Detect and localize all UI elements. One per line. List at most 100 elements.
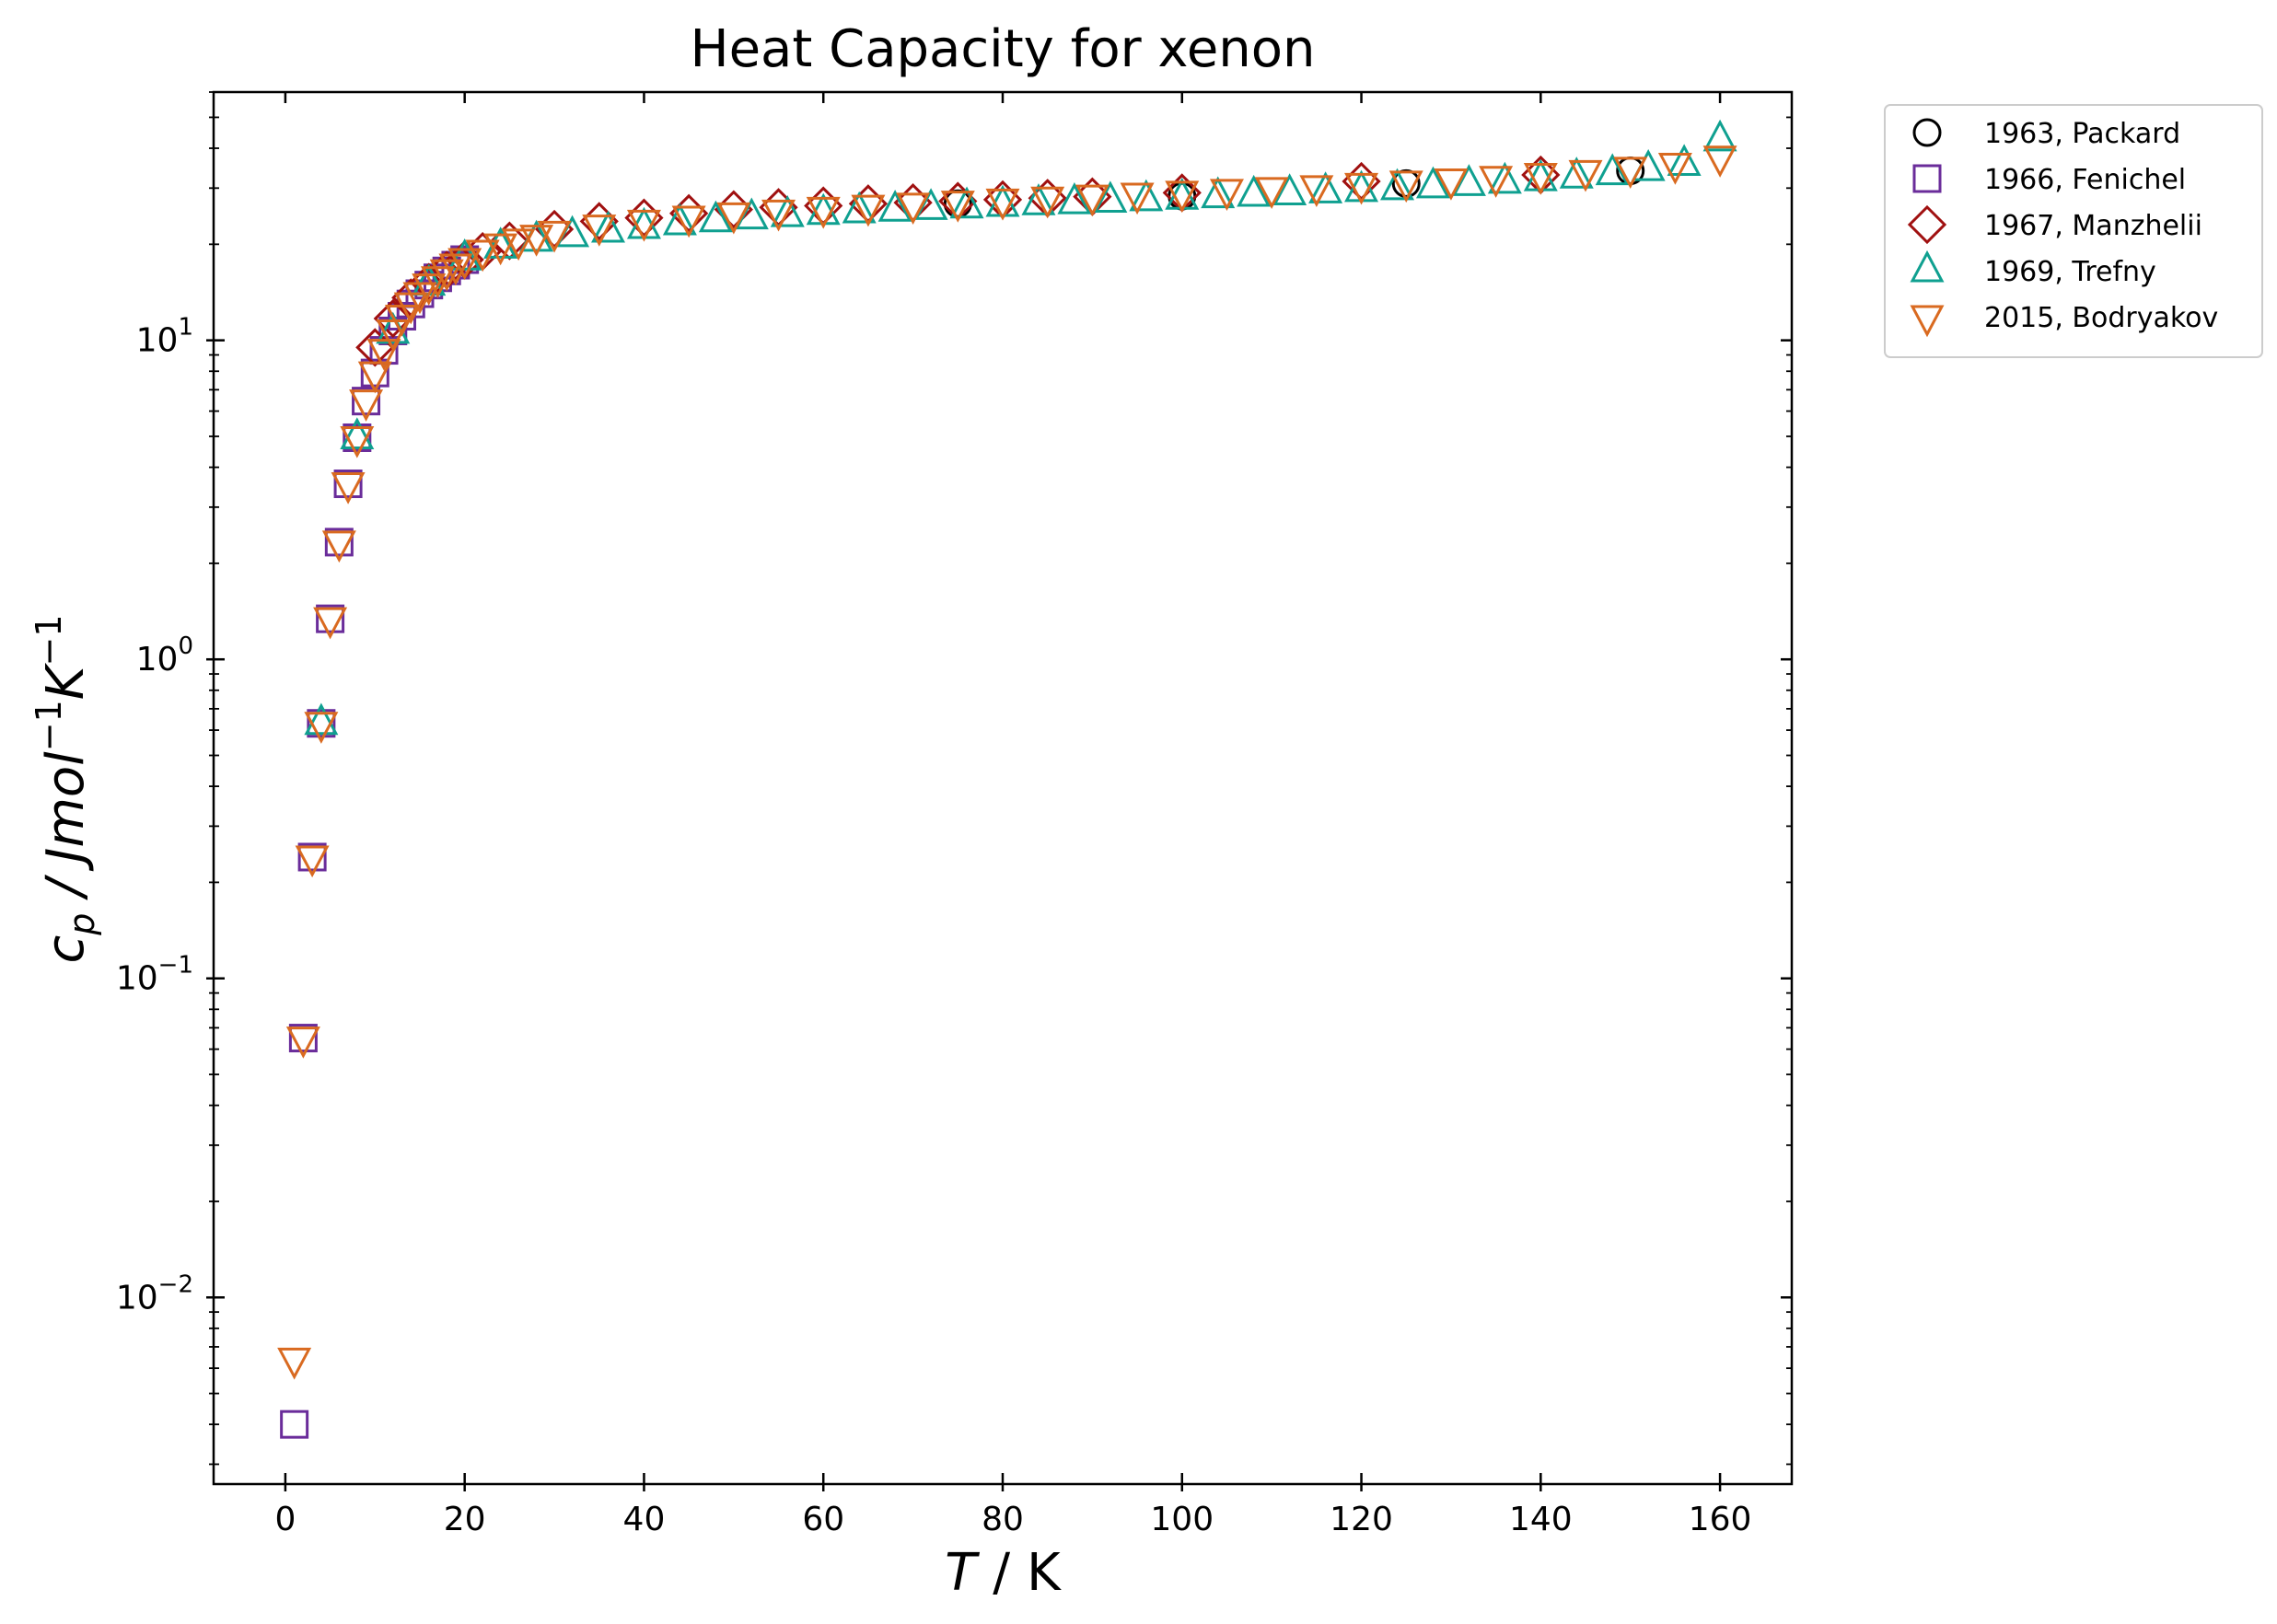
data-point (438, 253, 473, 286)
data-point (349, 389, 384, 422)
data-point (360, 358, 389, 388)
data-point (340, 417, 375, 449)
data-point (331, 472, 366, 505)
data-point (288, 1024, 318, 1053)
data-point (1595, 153, 1630, 186)
data-point (1702, 145, 1737, 178)
data-point (366, 339, 401, 371)
data-point (770, 194, 805, 227)
data-point (447, 248, 482, 281)
data-point (1308, 171, 1343, 203)
data-point (483, 233, 518, 266)
data-point (483, 226, 518, 259)
data-point (671, 205, 706, 238)
data-point (698, 200, 733, 233)
legend-entry-label: 1966, Fenichel (1984, 164, 2186, 196)
data-point (304, 712, 339, 744)
data-point (333, 470, 363, 499)
data-point (985, 188, 1020, 221)
data-point (761, 199, 796, 232)
y-axis-label-exp2: −1 (29, 614, 69, 666)
data-point (1415, 166, 1450, 199)
series-2015-bodryakov (277, 145, 1737, 1380)
data-point (1667, 144, 1702, 177)
y-axis-label-var: c (36, 935, 96, 964)
x-tick-label: 140 (1509, 1501, 1573, 1538)
data-point (1523, 163, 1558, 195)
data-point (465, 239, 500, 273)
data-point (1165, 180, 1200, 214)
data-point (1120, 182, 1155, 215)
legend-marker (1907, 204, 1947, 245)
data-point (626, 209, 661, 242)
data-point (537, 220, 572, 253)
data-point (1391, 168, 1421, 198)
x-axis-label: T / K (945, 1543, 1062, 1603)
data-point (842, 191, 877, 224)
data-point (297, 842, 327, 872)
data-point (940, 191, 975, 223)
data-point (851, 194, 886, 227)
data-point (949, 186, 984, 219)
data-point (591, 210, 625, 243)
data-point (582, 215, 617, 247)
y-axis-label-exp1: −1 (29, 700, 69, 751)
data-point (1075, 184, 1109, 217)
legend-box (1884, 104, 2263, 358)
data-point (1388, 170, 1423, 203)
data-point (280, 1409, 309, 1439)
y-tick-label-exponent: 1 (178, 314, 193, 342)
legend: 1963, Packard 1966, Fenichel 1967, Manzhel… (1884, 104, 2263, 358)
data-point (1237, 174, 1272, 207)
data-point (321, 530, 356, 563)
legend-entry-label: 1967, Manzhelii (1984, 210, 2202, 242)
data-point (429, 259, 464, 292)
y-tick-label-base: 10 (116, 1279, 158, 1317)
data-point (1613, 157, 1648, 190)
legend-marker (1910, 305, 1945, 338)
data-point (340, 425, 375, 458)
data-point (1479, 166, 1514, 198)
y-axis-label-unit2: K (36, 662, 96, 700)
data-point (412, 273, 447, 306)
data-point (1434, 168, 1469, 201)
data-point (1559, 157, 1594, 189)
data-point (295, 845, 330, 878)
data-point (1299, 175, 1334, 208)
legend-entry-label: 1969, Trefny (1984, 256, 2156, 288)
x-tick-label: 160 (1689, 1501, 1752, 1538)
data-point (716, 202, 751, 235)
data-point (352, 387, 381, 416)
x-axis-label-unit: / K (977, 1543, 1062, 1603)
legend-entry-label: 2015, Bodryakov (1984, 302, 2218, 334)
data-point (1487, 161, 1522, 194)
data-point (1702, 119, 1737, 152)
y-tick-label: 100 (136, 632, 193, 679)
data-point (519, 225, 554, 257)
data-point (277, 1347, 312, 1380)
data-point (376, 319, 411, 352)
data-point (373, 298, 412, 339)
data-point (357, 361, 392, 394)
data-point (1272, 173, 1307, 205)
x-axis-label-var: T (945, 1543, 980, 1603)
plot-layer (277, 119, 1737, 1439)
legend-marker (1912, 164, 1942, 193)
data-point (1254, 177, 1289, 210)
data-point (324, 528, 354, 557)
x-tick-label: 120 (1330, 1501, 1393, 1538)
data-point (1344, 172, 1379, 205)
data-point (896, 192, 931, 226)
y-tick-label-exponent: 0 (178, 632, 193, 660)
data-point (877, 190, 912, 222)
data-point (1451, 164, 1486, 196)
data-point (662, 203, 697, 236)
data-point (307, 709, 336, 738)
data-point (501, 228, 536, 261)
data-point (313, 607, 348, 640)
data-point (1380, 168, 1414, 201)
data-point (1201, 176, 1236, 209)
x-tick-label: 20 (444, 1501, 486, 1538)
